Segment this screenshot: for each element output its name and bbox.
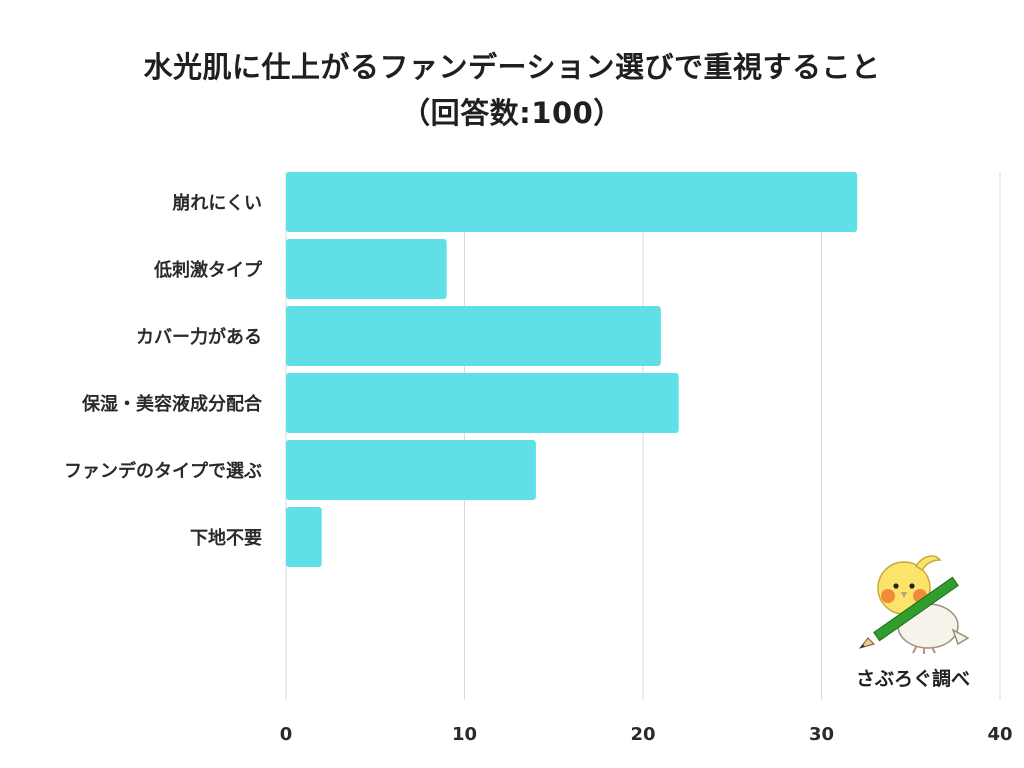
category-label: 下地不要 <box>190 527 262 549</box>
bar <box>286 172 858 232</box>
source-label: さぶろぐ調べ <box>855 668 970 690</box>
category-label: ファンデのタイプで選ぶ <box>64 460 262 482</box>
category-label: 低刺激タイプ <box>153 259 263 281</box>
cockatiel-with-pencil-icon <box>858 555 970 654</box>
x-tick-label: 30 <box>809 724 834 745</box>
bar <box>286 440 536 500</box>
bar <box>286 306 661 366</box>
category-label: 崩れにくい <box>172 192 262 214</box>
bar <box>286 373 679 433</box>
x-tick-label: 40 <box>987 724 1012 745</box>
x-tick-label: 0 <box>280 724 293 745</box>
title-line-1: 水光肌に仕上がるファンデーション選びで重視すること <box>143 50 881 84</box>
category-label: カバー力がある <box>136 326 262 348</box>
chart-title: 水光肌に仕上がるファンデーション選びで重視すること （回答数:100） <box>0 44 1024 136</box>
bar <box>286 507 322 567</box>
title-line-2: （回答数:100） <box>401 96 623 130</box>
category-label: 保湿・美容液成分配合 <box>81 393 263 415</box>
x-tick-label: 10 <box>452 724 477 745</box>
x-tick-label: 20 <box>630 724 655 745</box>
bar <box>286 239 447 299</box>
